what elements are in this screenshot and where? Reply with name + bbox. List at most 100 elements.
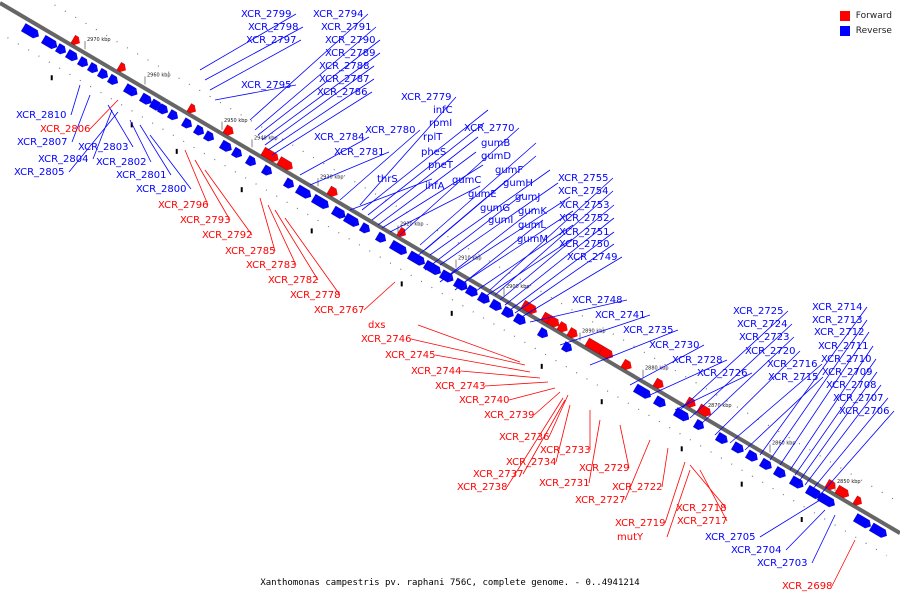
reverse-gene-label: XCR_2789 <box>325 48 376 59</box>
forward-gene <box>260 146 279 163</box>
leader-line <box>799 371 878 481</box>
leader-line <box>449 196 571 276</box>
reverse-gene-label: XCR_2728 <box>672 355 723 366</box>
forward-gene-label: mutY <box>617 532 644 543</box>
leader-line <box>785 509 826 551</box>
legend-reverse-label: Reverse <box>855 25 892 36</box>
leader-line <box>529 299 628 323</box>
reverse-gene <box>653 395 666 408</box>
genome-axis <box>0 1 900 535</box>
forward-gene <box>556 321 568 333</box>
reverse-gene <box>359 222 371 234</box>
reverse-gene-label: XCR_2735 <box>623 325 674 336</box>
leader-line <box>414 179 508 259</box>
reverse-gene-label: XCR_2755 <box>558 173 609 184</box>
reverse-gene-label: XCR_2730 <box>649 340 700 351</box>
reverse-gene <box>97 67 109 80</box>
reverse-gene-label: gumK <box>518 206 547 217</box>
leader-line <box>519 256 623 319</box>
leader-line <box>309 151 390 186</box>
reverse-gene <box>389 239 407 256</box>
leader-line <box>92 109 113 160</box>
leader-line <box>199 13 297 71</box>
forward-gene-label: XCR_2719 <box>615 518 666 529</box>
reverse-gene-label: XCR_2797 <box>246 35 297 46</box>
reverse-gene-label: XCR_2807 <box>17 137 68 148</box>
leader-line <box>548 394 569 438</box>
reverse-gene-label: XCR_2725 <box>733 306 784 317</box>
forward-swatch <box>839 10 850 21</box>
reverse-gene <box>477 291 490 304</box>
leader-line <box>533 391 561 416</box>
reverse-gene-label: XCR_2741 <box>595 310 646 321</box>
reverse-gene <box>139 92 152 105</box>
leader-line <box>71 94 91 143</box>
leader-line <box>811 397 889 491</box>
reverse-gene-label: XCR_2713 <box>812 315 863 326</box>
forward-gene-label: XCR_2746 <box>361 334 412 345</box>
reverse-gene-label: XCR_2751 <box>559 227 610 238</box>
leader-line <box>339 129 421 201</box>
reverse-gene <box>375 231 387 243</box>
reverse-gene-label: XCR_2804 <box>38 154 89 165</box>
reverse-gene <box>181 117 193 129</box>
reverse-gene <box>731 441 744 454</box>
leader-line <box>410 338 526 366</box>
forward-gene <box>546 315 560 328</box>
leader-line <box>209 39 302 91</box>
forward-gene-label: XCR_2698 <box>782 581 833 592</box>
forward-gene-label: XCR_2783 <box>246 260 297 271</box>
leader-line <box>359 96 457 206</box>
reverse-gene-label: infC <box>433 105 453 116</box>
reverse-gene <box>219 139 232 152</box>
leader-line <box>299 136 370 176</box>
reverse-gene <box>513 313 526 326</box>
leader-line <box>194 159 231 221</box>
reverse-gene-label: XCR_2710 <box>821 354 872 365</box>
leader-line <box>489 177 614 291</box>
leader-line <box>424 193 524 271</box>
leader-line <box>679 310 789 411</box>
forward-gene <box>222 124 234 136</box>
leader-line <box>699 469 728 522</box>
leader-line <box>70 84 81 116</box>
reverse-gene <box>537 327 549 339</box>
reverse-gene-label: XCR_2715 <box>768 372 819 383</box>
reverse-gene <box>283 177 295 189</box>
forward-gene-label: XCR_2736 <box>499 432 550 443</box>
leader-line <box>666 469 691 538</box>
leader-line <box>689 323 793 419</box>
reverse-gene <box>55 43 67 55</box>
reverse-gene-label: XCR_2786 <box>317 87 368 98</box>
genome-caption: Xanthomonas campestris pv. raphani 756C,… <box>260 578 640 588</box>
leader-line <box>794 358 877 476</box>
forward-gene-label: XCR_2796 <box>158 200 209 211</box>
reverse-gene <box>77 56 89 68</box>
forward-gene <box>696 403 712 417</box>
reverse-gene-label: XCR_2748 <box>572 295 623 306</box>
leader-line <box>439 182 559 266</box>
leader-line <box>454 219 544 291</box>
reverse-gene-label: XCR_2784 <box>314 132 365 143</box>
forward-gene-label: XCR_2806 <box>40 124 91 135</box>
leader-line <box>214 84 297 101</box>
reverse-gene <box>869 522 887 538</box>
reverse-gene-label: gumH <box>503 178 533 189</box>
forward-gene-label: XCR_2739 <box>484 410 535 421</box>
leader-line <box>460 370 541 379</box>
reverse-gene <box>193 124 205 136</box>
forward-gene-label: XCR_2733 <box>540 445 591 456</box>
leader-line <box>349 178 433 211</box>
leader-line <box>257 39 381 136</box>
leader-line <box>361 109 489 211</box>
reverse-gene-label: XCR_2787 <box>319 74 370 85</box>
reverse-gene <box>87 62 99 74</box>
reverse-gene-label: gumJ <box>515 192 540 203</box>
leader-line <box>674 372 753 411</box>
reverse-gene-label: XCR_2802 <box>96 157 147 168</box>
leader-line <box>381 164 484 229</box>
reverse-gene <box>745 449 758 462</box>
kbp-label: 2960 kbp <box>147 72 171 78</box>
reverse-gene-label: XCR_2780 <box>365 125 416 136</box>
